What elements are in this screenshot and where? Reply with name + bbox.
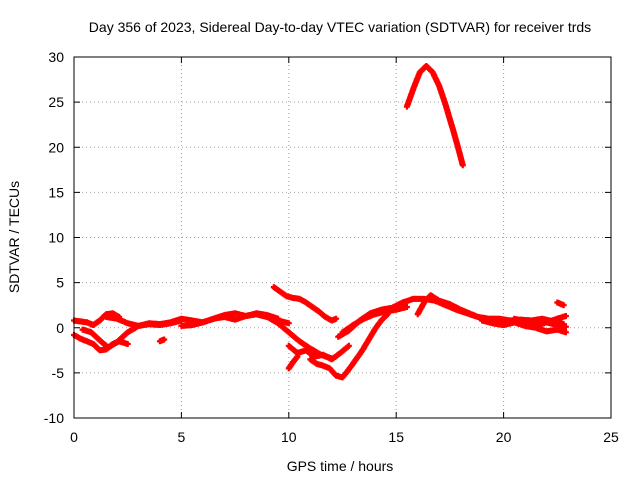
x-tick-label: 5 xyxy=(178,429,186,445)
data-point xyxy=(562,323,569,330)
chart-title: Day 356 of 2023, Sidereal Day-to-day VTE… xyxy=(89,19,591,35)
data-point xyxy=(562,313,569,319)
data-point xyxy=(294,353,301,360)
y-axis-label: SDTVAR / TECUs xyxy=(6,181,22,293)
data-point xyxy=(285,320,292,327)
data-point xyxy=(333,315,340,322)
x-tick-label: 10 xyxy=(281,429,297,445)
data-point xyxy=(459,162,466,169)
y-tick-label: 30 xyxy=(48,49,64,65)
series-arc-h xyxy=(270,284,340,324)
data-point xyxy=(562,329,569,336)
data-point xyxy=(560,302,567,309)
data-point xyxy=(403,304,410,310)
data-point xyxy=(161,336,168,343)
x-tick-label: 0 xyxy=(70,429,78,445)
x-tick-labels: 0 5 10 15 20 25 xyxy=(70,429,619,445)
y-tick-labels: -10 -5 0 5 10 15 20 25 30 xyxy=(44,49,64,426)
x-tick-label: 20 xyxy=(496,429,512,445)
y-tick-label: 0 xyxy=(56,320,64,336)
series-arc-m xyxy=(339,304,410,336)
data-point xyxy=(345,342,352,349)
y-tick-label: 25 xyxy=(48,94,64,110)
series-arc-n xyxy=(403,63,466,169)
y-tick-label: 5 xyxy=(56,275,64,291)
series-arc-j xyxy=(285,353,301,372)
series-arc-e xyxy=(156,336,168,345)
x-tick-label: 15 xyxy=(388,429,404,445)
series-arc-s xyxy=(532,313,569,329)
y-tick-label: 15 xyxy=(48,184,64,200)
data-point xyxy=(124,341,131,347)
x-tick-label: 25 xyxy=(603,429,619,445)
y-tick-label: 20 xyxy=(48,139,64,155)
y-tick-label: -5 xyxy=(52,365,65,381)
series-arc-k xyxy=(307,311,391,381)
series-arc-i xyxy=(285,342,352,363)
y-tick-label: 10 xyxy=(48,230,64,246)
series-arc-r xyxy=(554,299,567,309)
grid xyxy=(74,57,611,418)
axis-ticks xyxy=(73,56,612,419)
y-tick-label: -10 xyxy=(44,410,64,426)
plot-area xyxy=(71,63,569,381)
x-axis-label: GPS time / hours xyxy=(287,458,394,474)
